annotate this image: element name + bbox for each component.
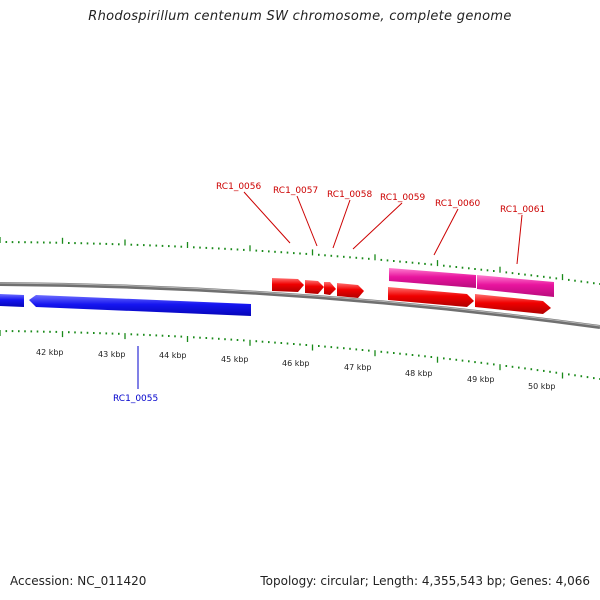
genome-summary-text: Topology: circular; Length: 4,355,543 bp… <box>260 574 590 588</box>
gene-arrow-rc1-0057[interactable] <box>305 280 324 294</box>
gene-arrow-rc1-0054[interactable] <box>0 294 24 307</box>
gene-label-rc1-0061[interactable]: RC1_0061 <box>500 205 545 215</box>
gene-label-rc1-0055[interactable]: RC1_0055 <box>113 394 158 404</box>
lower-tick-ring <box>0 330 600 380</box>
leader-line-rc1-0056 <box>243 191 291 244</box>
gene-arrow-rc1-0056[interactable] <box>272 278 304 292</box>
gene-label-rc1-0056[interactable]: RC1_0056 <box>216 182 261 192</box>
map-title: Rhodospirillum centenum SW chromosome, c… <box>88 9 512 24</box>
gene-label-rc1-0060[interactable]: RC1_0060 <box>435 199 480 209</box>
gene-arrow-rc1-0055[interactable] <box>29 295 251 316</box>
gene-label-rc1-0059[interactable]: RC1_0059 <box>380 193 425 203</box>
kbp-label-45: 45 kbp <box>221 355 249 364</box>
leader-line-rc1-0060 <box>433 208 459 256</box>
leader-line-rc1-0057 <box>296 195 318 247</box>
upper-tick-ring <box>0 237 600 285</box>
kbp-label-42: 42 kbp <box>36 348 64 357</box>
kbp-label-49: 49 kbp <box>467 375 495 384</box>
gene-arrow-rc1-0060[interactable] <box>388 287 474 307</box>
leader-line-rc1-0059 <box>352 202 403 250</box>
accession-text: Accession: NC_011420 <box>10 574 147 588</box>
gene-arrow-rc1-0058[interactable] <box>324 282 336 295</box>
kbp-label-44: 44 kbp <box>159 351 187 360</box>
kbp-label-50: 50 kbp <box>528 382 556 391</box>
cds-block-rc1-0060[interactable] <box>389 268 476 288</box>
gene-arrow-rc1-0061[interactable] <box>475 294 551 314</box>
leader-line-rc1-0061 <box>516 214 523 265</box>
gene-arrow-rc1-0059[interactable] <box>337 283 364 298</box>
chromosome-backbone-highlight <box>0 282 600 327</box>
kbp-label-47: 47 kbp <box>344 363 372 372</box>
kbp-label-43: 43 kbp <box>98 350 126 359</box>
leader-line-rc1-0058 <box>332 199 351 249</box>
gene-label-rc1-0057[interactable]: RC1_0057 <box>273 186 318 196</box>
cds-block-rc1-0061[interactable] <box>477 275 554 297</box>
kbp-label-48: 48 kbp <box>405 369 433 378</box>
kbp-label-46: 46 kbp <box>282 359 310 368</box>
gene-label-rc1-0058[interactable]: RC1_0058 <box>327 190 372 200</box>
chromosome-backbone <box>0 282 600 329</box>
